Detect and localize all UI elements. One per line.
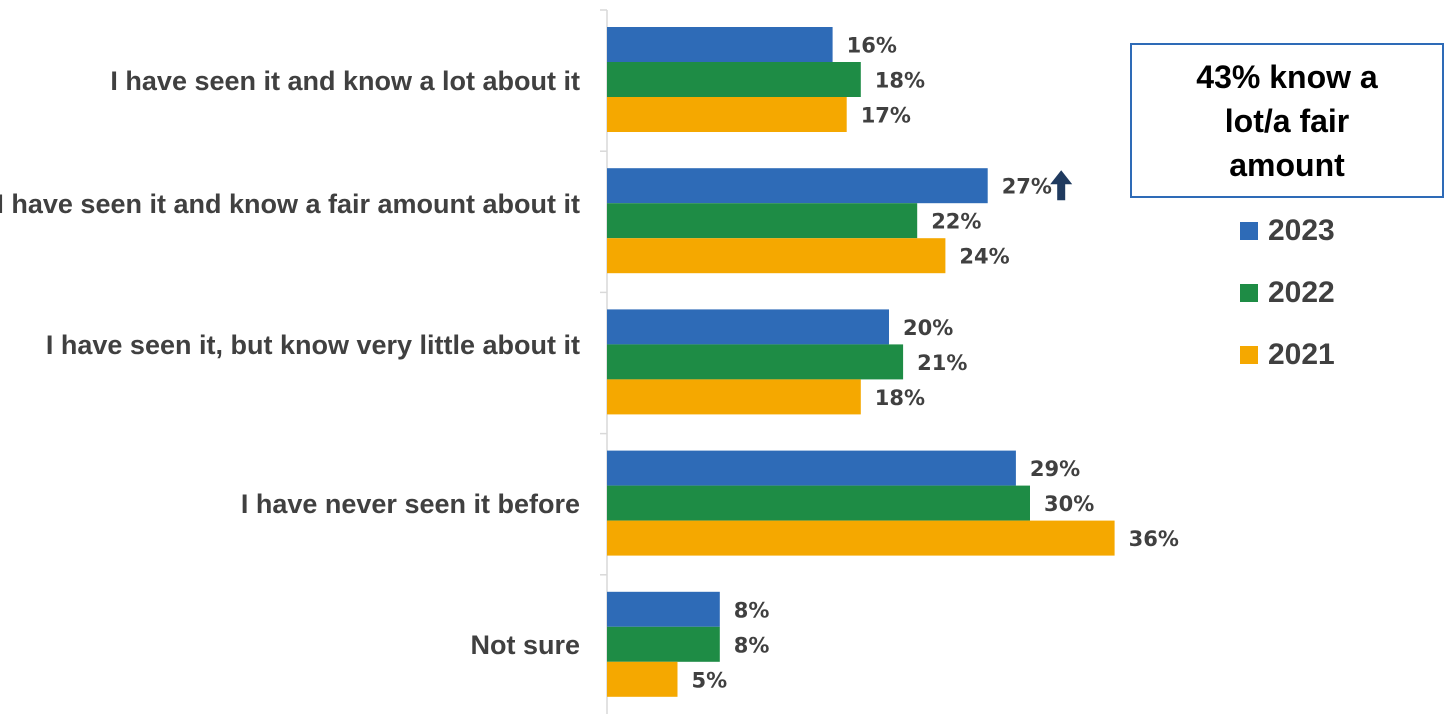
bar-2022-1 — [607, 203, 918, 239]
data-label: 20% — [903, 316, 953, 340]
legend-label: 2021 — [1268, 338, 1335, 371]
category-label: I have seen it and know a lot about it — [110, 65, 580, 96]
data-label: 22% — [931, 210, 981, 234]
data-label: 24% — [959, 245, 1009, 269]
category-label: I have seen it, but know very little abo… — [45, 330, 580, 360]
legend-item-2021: 2021 — [1240, 324, 1335, 386]
legend-label: 2022 — [1268, 276, 1335, 309]
data-label: 21% — [917, 351, 967, 375]
bar-2021-0 — [607, 97, 847, 132]
bar-2021-1 — [607, 238, 946, 274]
data-label: 8% — [734, 633, 770, 657]
bar-2022-2 — [607, 344, 904, 380]
category-label: I have never seen it before — [240, 489, 580, 520]
callout-box: 43% know a lot/a fair amount — [1130, 43, 1444, 198]
category-label: I have seen it and know a fair amount ab… — [0, 188, 580, 219]
category-label: Not sure — [470, 630, 580, 661]
bar-2023-2 — [607, 309, 889, 345]
legend-swatch — [1240, 346, 1258, 364]
bar-2023-1 — [607, 168, 988, 204]
data-label: 5% — [692, 668, 728, 692]
bar-2022-0 — [607, 62, 861, 97]
bar-2023-3 — [607, 450, 1016, 486]
up-arrow-icon — [1050, 170, 1073, 201]
data-label: 30% — [1044, 492, 1094, 516]
bar-2022-4 — [607, 626, 720, 662]
bar-2023-0 — [607, 27, 833, 62]
data-label: 18% — [875, 386, 925, 410]
legend-label: 2023 — [1268, 214, 1335, 247]
bar-2022-3 — [607, 485, 1030, 521]
callout-text: 43% know a lot/a fair amount — [1196, 58, 1378, 183]
legend-item-2022: 2022 — [1240, 262, 1335, 324]
bar-2021-3 — [607, 520, 1115, 556]
data-label: 29% — [1030, 457, 1080, 481]
data-label: 27% — [1002, 175, 1052, 199]
bar-2021-4 — [607, 661, 678, 697]
legend-item-2023: 2023 — [1240, 200, 1335, 262]
legend: 2023 2022 2021 — [1240, 200, 1335, 386]
bar-2023-4 — [607, 591, 720, 627]
legend-swatch — [1240, 222, 1258, 240]
data-label: 8% — [734, 598, 770, 622]
legend-swatch — [1240, 284, 1258, 302]
data-label: 16% — [847, 34, 897, 58]
bar-2021-2 — [607, 379, 861, 415]
data-label: 36% — [1129, 527, 1179, 551]
data-label: 18% — [875, 69, 925, 93]
data-label: 17% — [861, 104, 911, 128]
